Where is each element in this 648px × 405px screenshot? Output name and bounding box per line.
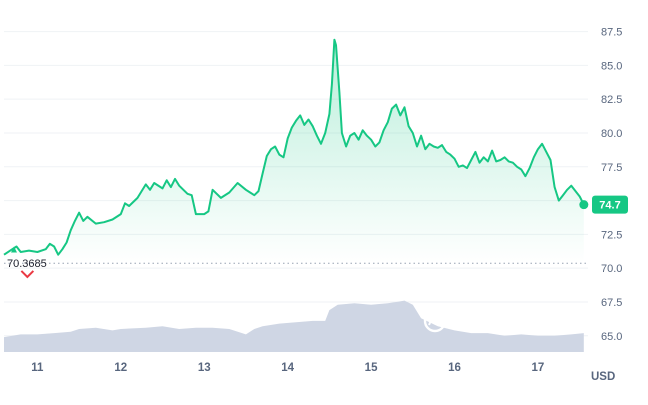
volume-area xyxy=(4,300,584,352)
x-tick-label: 11 xyxy=(31,362,44,374)
down-marker-icon xyxy=(20,270,35,279)
last-price-tag xyxy=(592,195,628,214)
y-tick-label: 70.0 xyxy=(601,263,622,275)
price-area-fill xyxy=(4,39,584,264)
x-tick-label: 17 xyxy=(532,362,545,374)
volume-area-shape xyxy=(4,300,584,352)
watermark-label: CoinMarketCap xyxy=(452,314,562,331)
x-tick-label: 12 xyxy=(114,362,127,374)
coinmarketcap-logo-icon xyxy=(423,309,447,333)
reference-line-group: 70.3685 xyxy=(4,246,588,279)
x-axis-ticks: 11 12 13 14 15 16 17 xyxy=(31,362,544,374)
y-tick-label: 85.0 xyxy=(601,60,622,72)
price-line-group[interactable] xyxy=(3,38,589,256)
price-line[interactable] xyxy=(3,38,585,256)
x-tick-label: 13 xyxy=(198,362,211,374)
last-price-label: 74.7 xyxy=(599,200,620,212)
up-marker-icon xyxy=(11,246,18,253)
x-tick-label: 14 xyxy=(281,362,294,374)
y-tick-label: 72.5 xyxy=(601,229,622,241)
y-tick-label: 82.5 xyxy=(601,94,622,106)
y-tick-label: 65.0 xyxy=(601,331,622,343)
price-area xyxy=(4,39,584,264)
last-price-tag-group: 74.7 xyxy=(592,195,628,214)
reference-value-label: 70.3685 xyxy=(7,258,47,270)
watermark: CoinMarketCap xyxy=(423,309,562,333)
y-tick-label: 77.5 xyxy=(601,162,622,174)
x-tick-label: 15 xyxy=(365,362,378,374)
last-price-dot xyxy=(579,200,589,210)
x-tick-label: 16 xyxy=(448,362,461,374)
y-tick-label: 67.5 xyxy=(601,297,622,309)
y-tick-label: 80.0 xyxy=(601,128,622,140)
currency-label[interactable]: USD xyxy=(591,371,615,383)
y-axis-ticks: 65.067.570.072.575.077.580.082.585.087.5 xyxy=(601,27,622,343)
y-tick-label: 87.5 xyxy=(601,27,622,39)
